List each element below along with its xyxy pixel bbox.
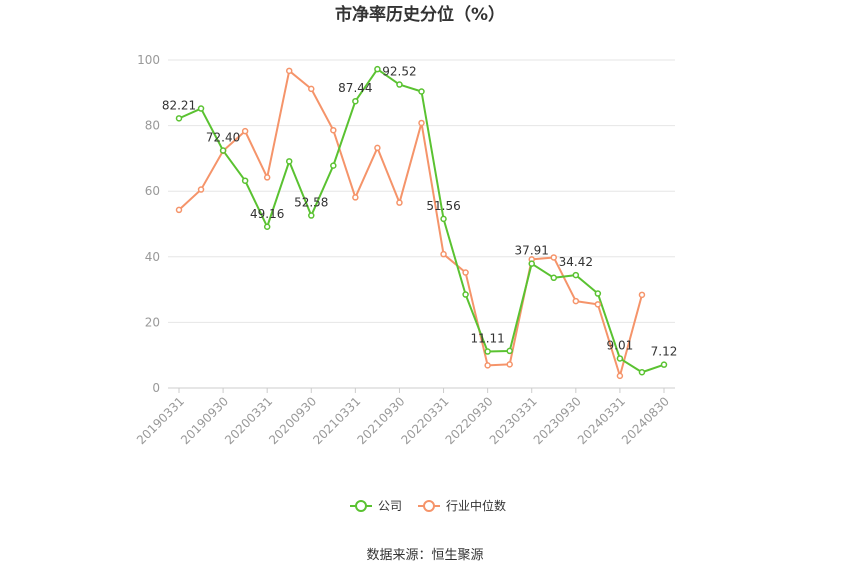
data-point [175,206,183,214]
data-label: 82.21 [162,98,196,112]
series-line-行业中位数 [178,69,643,377]
data-labels: 82.21 72.40 49.16 52.58 87.44 92.52 51.56 11.11… [162,65,678,359]
data-point [638,369,646,376]
data-point [263,174,271,181]
data-label: 34.42 [559,255,593,269]
data-label: 49.16 [250,207,284,221]
data-point [528,260,535,267]
data-point [440,215,447,223]
y-tick-label: 100 [137,53,160,67]
y-tick-label: 40 [145,250,160,264]
data-label: 92.52 [382,65,416,79]
data-label: 87.44 [338,81,372,95]
y-tick-label: 20 [145,315,160,329]
data-point [594,290,602,297]
data-point [197,105,205,112]
data-point [396,81,403,88]
data-point [484,348,491,355]
y-tick-label: 80 [145,119,160,133]
data-point [506,347,513,355]
data-label: 9.01 [607,338,634,352]
data-point [263,223,271,231]
data-label: 37.91 [515,244,549,258]
source-note: 数据来源：恒生聚源 [366,548,483,563]
data-point [241,177,249,184]
data-point [219,147,227,154]
data-point [440,250,447,258]
data-point [616,372,624,380]
data-point [550,274,558,282]
data-point [374,144,381,152]
data-label: 72.40 [206,131,240,145]
data-label: 11.11 [470,332,504,346]
y-tick-label: 0 [152,381,160,395]
data-point [638,291,646,299]
data-point [175,115,183,122]
chart-title: 市净率历史分位（%） [335,4,505,25]
data-point [352,97,359,105]
data-point [506,361,513,368]
series-lines [178,68,665,377]
y-axis-ticks: 0 20 40 60 80 100 [137,53,160,395]
legend-label: 行业中位数 [446,498,506,513]
data-point [616,355,624,362]
data-point [418,119,425,127]
data-label: 51.56 [426,199,460,213]
legend-marker [355,500,367,512]
grid [168,59,675,323]
data-point [330,126,337,134]
data-point [374,65,381,73]
data-label: 7.12 [651,345,678,359]
data-point [462,291,469,298]
data-point [330,162,337,169]
data-point [241,127,249,135]
data-point [396,199,403,206]
data-point [418,88,425,95]
legend-item[interactable]: 行业中位数 [418,498,506,513]
data-point [352,194,359,201]
legend-item[interactable]: 公司 [350,499,402,513]
data-point [594,301,602,308]
data-label: 52.58 [294,196,328,210]
data-point [572,297,580,305]
data-point [484,362,491,369]
y-tick-label: 60 [145,184,160,198]
x-tick-label: 20240830 [619,394,672,447]
data-point [462,269,469,276]
legend-marker [423,500,435,512]
legend[interactable]: 公司 行业中位数 [350,498,506,513]
series-points [175,65,668,380]
data-point [285,158,293,165]
data-point [308,85,315,93]
data-point [285,67,293,75]
data-point [308,212,315,219]
data-point [197,186,205,193]
data-point [550,254,558,261]
legend-label: 公司 [378,499,402,513]
data-point [572,271,580,279]
data-point [660,361,668,368]
x-axis: 2019033120190930202003312020093020210331… [134,387,675,447]
